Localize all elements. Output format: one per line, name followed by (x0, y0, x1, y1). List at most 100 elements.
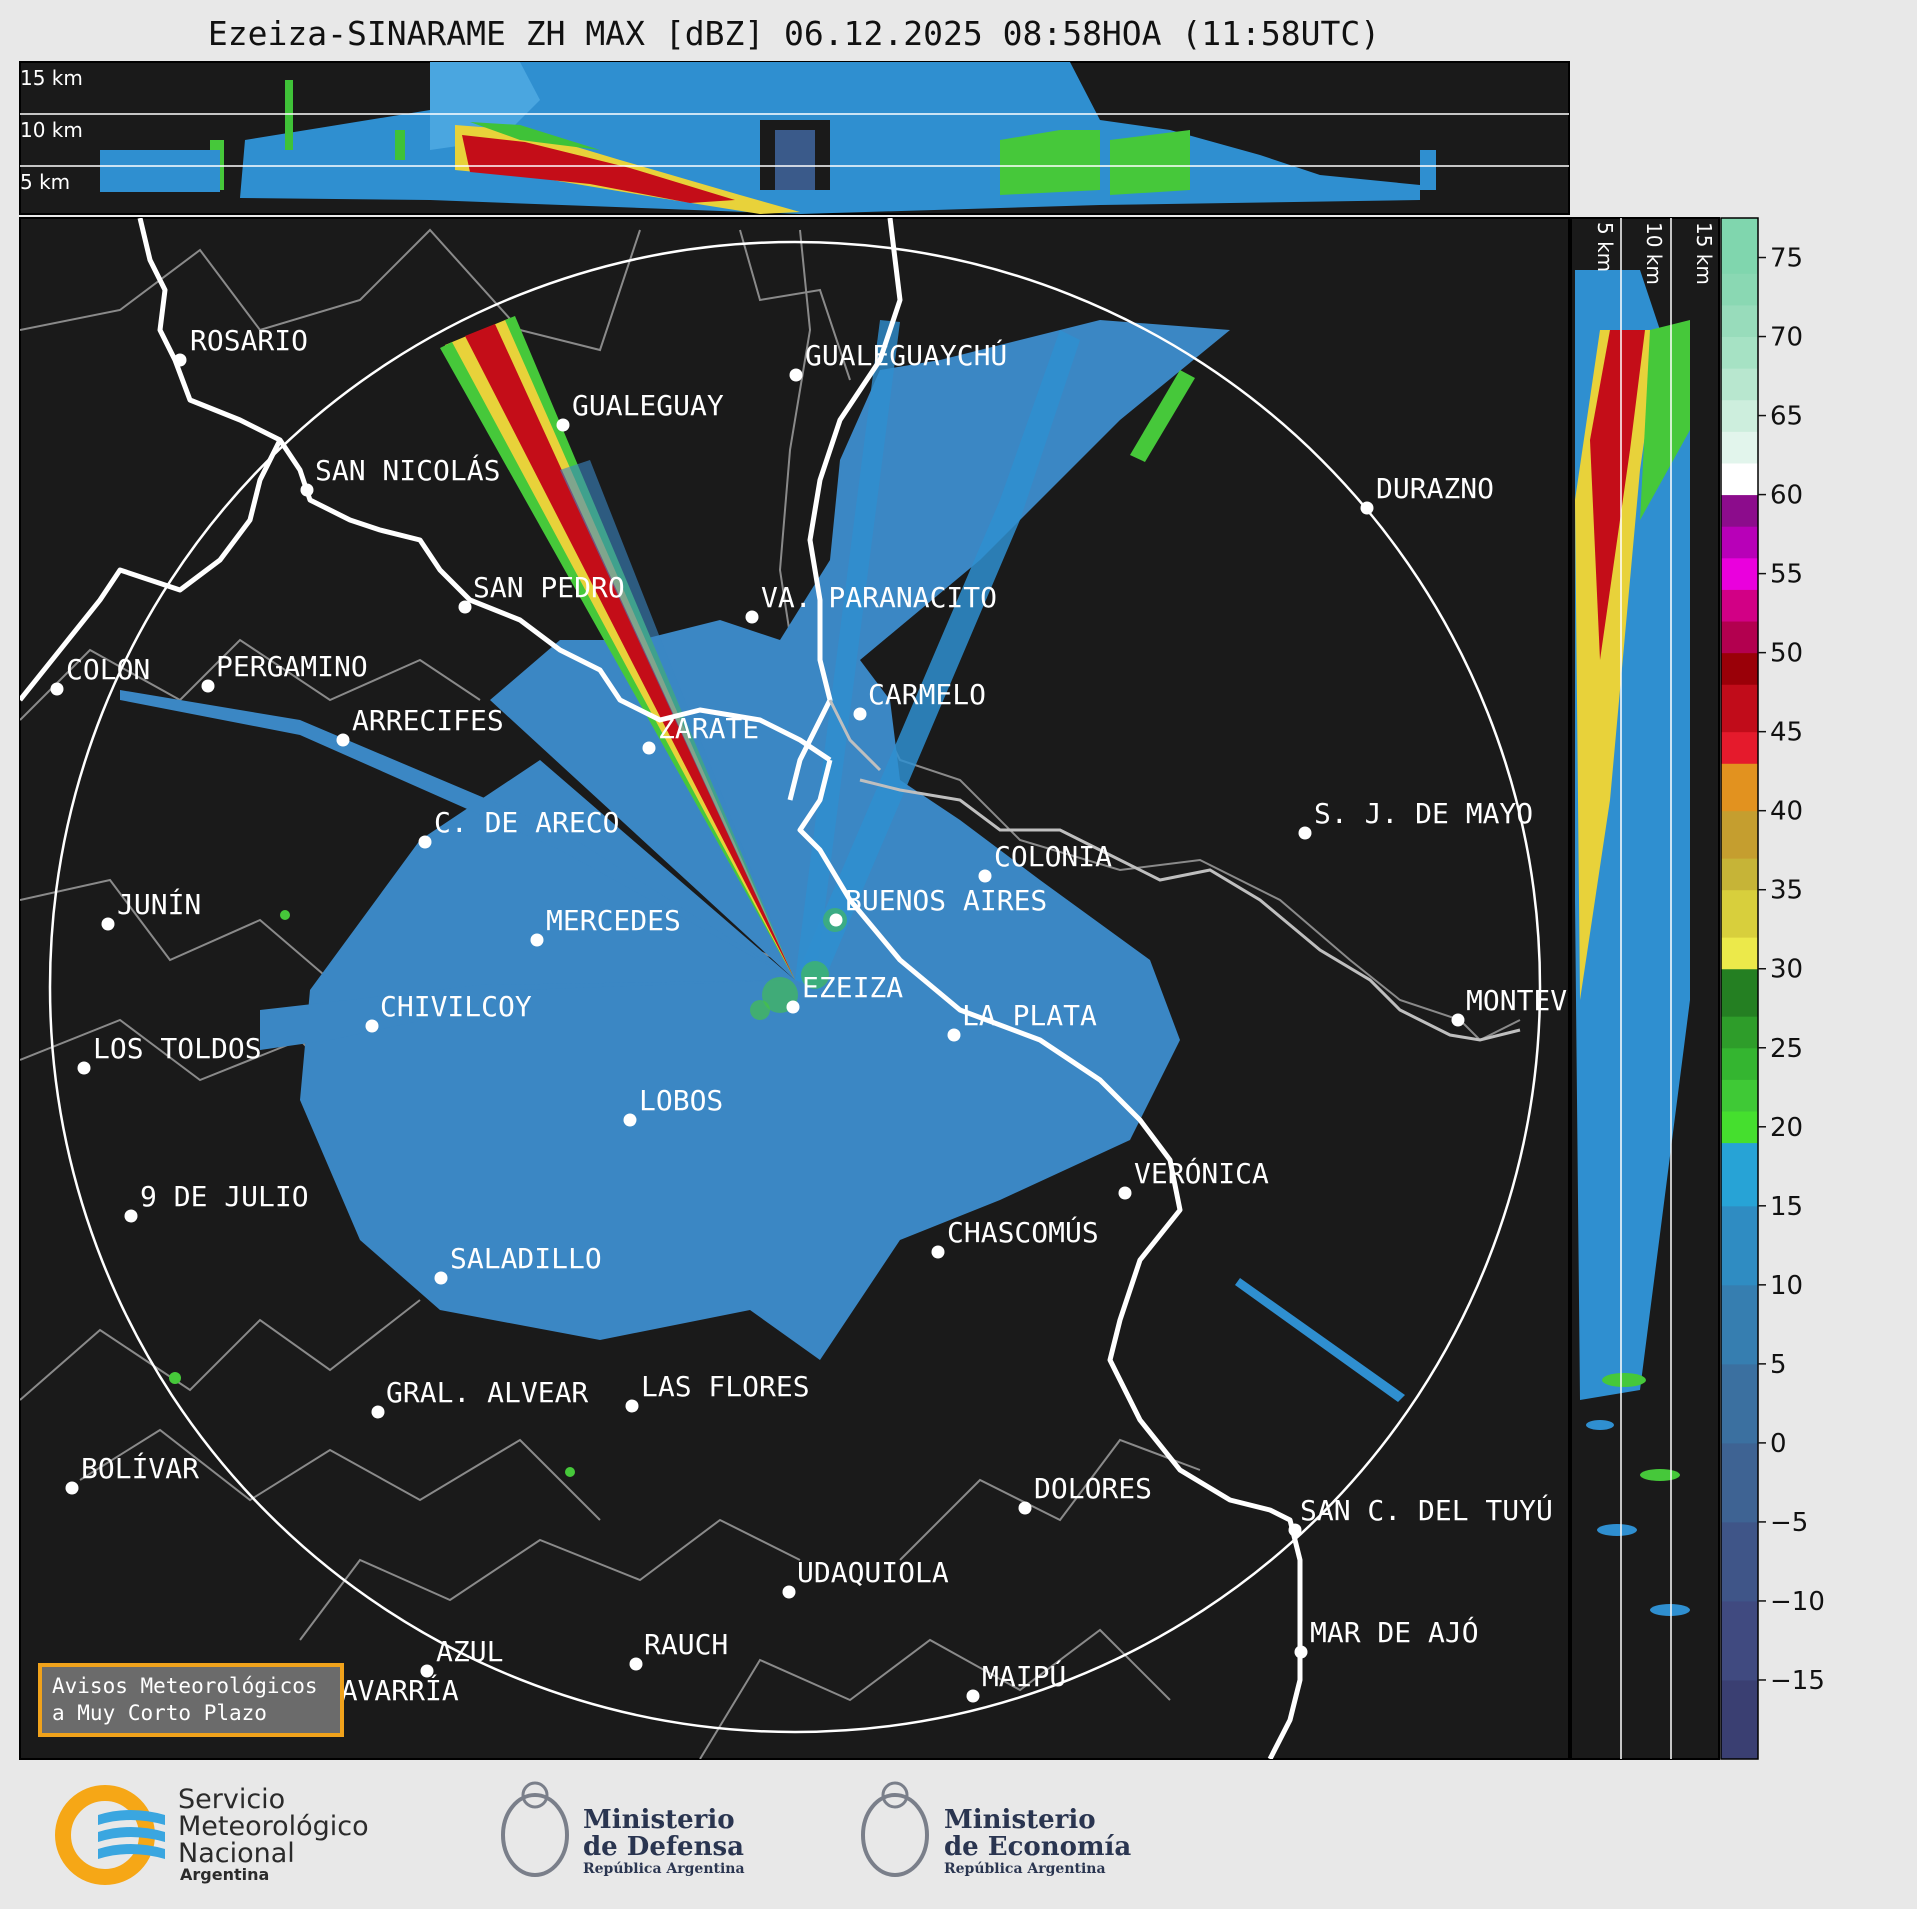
defensa-line1: Ministerio (583, 1805, 735, 1835)
city-label: VA. PARANACITO (761, 581, 997, 614)
economia-line1: Ministerio (944, 1805, 1096, 1835)
range-ring (48, 240, 1542, 1734)
colorbar-segment (1721, 336, 1758, 369)
figure-title: Ezeiza-SINARAME ZH MAX [dBZ] 06.12.2025 … (208, 14, 1380, 53)
defensa-line2: de Defensa (583, 1832, 744, 1862)
city-marker-icon (642, 741, 656, 755)
city-marker-icon (782, 1585, 796, 1599)
right-cross-section: 5 km 10 km 15 km (1570, 217, 1720, 1760)
footer-logos: Servicio Meteorológico Nacional Argentin… (55, 1781, 1131, 1885)
colorbar-segment (1721, 684, 1758, 733)
city-marker-icon (336, 733, 350, 747)
colorbar-segment (1721, 1079, 1758, 1112)
colorbar-tick-label: 0 (1770, 1429, 1787, 1459)
colorbar-segment (1721, 1047, 1758, 1080)
city-marker-icon (786, 1000, 800, 1014)
city-label: CHASCOMÚS (947, 1215, 1099, 1249)
alerts-notice-button[interactable]: Avisos Meteorológicos a Muy Corto Plazo (38, 1663, 344, 1737)
city-label: ARRECIFES (352, 704, 504, 737)
colorbar-tick-label: 25 (1770, 1034, 1803, 1064)
city-marker-icon (623, 1113, 637, 1127)
colorbar-segment (1721, 526, 1758, 559)
colorbar-frame (1720, 217, 1759, 1760)
city-label: COLONIA (994, 840, 1112, 873)
colorbar-segment (1721, 1363, 1758, 1444)
city-marker-icon (1018, 1501, 1032, 1515)
top-10km-label: 10 km (20, 118, 83, 142)
colorbar-segment (1721, 399, 1758, 432)
colorbar-tick-label: 75 (1770, 244, 1803, 274)
city-marker-icon (173, 353, 187, 367)
city-label: BOLÍVAR (81, 1451, 199, 1485)
city-marker-icon (201, 679, 215, 693)
right-15km-label: 15 km (1692, 222, 1716, 285)
city-label: SAN PEDRO (473, 571, 625, 604)
colorbar-segment (1721, 1205, 1758, 1286)
colorbar-segment (1721, 1679, 1758, 1760)
city-label: MONTEVIDEO (1466, 984, 1635, 1017)
city-label: GRAL. ALVEAR (386, 1376, 588, 1409)
city-marker-icon (420, 1664, 434, 1678)
colorbar-segment (1721, 1284, 1758, 1365)
city-marker-icon (365, 1019, 379, 1033)
city-marker-icon (556, 418, 570, 432)
city-marker-icon (1288, 1523, 1302, 1537)
colorbar-tick-label: 35 (1770, 876, 1803, 906)
economia-line2: de Economía (944, 1832, 1131, 1862)
city-label: VERÓNICA (1134, 1156, 1269, 1190)
coat-of-arms-icon (861, 1793, 929, 1877)
city-label: BUENOS AIRES (845, 884, 1047, 917)
notice-line1: Avisos Meteorológicos (52, 1674, 318, 1698)
colorbar-segment (1721, 937, 1758, 970)
city-marker-icon (625, 1399, 639, 1413)
city-marker-icon (458, 600, 472, 614)
city-marker-icon (1451, 1013, 1465, 1027)
radar-map: ROSARIO GUALEGUAYCHÚ GUALEGUAY SAN NICOLÁS D… (19, 217, 1635, 1760)
defensa-line3: República Argentina (583, 1861, 745, 1877)
coat-of-arms-icon (501, 1793, 569, 1877)
city-label: CHIVILCOY (380, 990, 532, 1023)
city-label: LOBOS (639, 1084, 723, 1117)
city-label: LA PLATA (962, 999, 1097, 1032)
city-marker-icon (124, 1209, 138, 1223)
city-marker-icon (1118, 1186, 1132, 1200)
city-label: PERGAMINO (216, 650, 368, 683)
colorbar-segment (1721, 368, 1758, 401)
smn-logo: Servicio Meteorológico Nacional Argentin… (55, 1784, 369, 1885)
city-label: EZEIZA (802, 971, 903, 1004)
city-marker-icon (77, 1061, 91, 1075)
city-label: DURAZNO (1376, 472, 1494, 505)
city-label: GUALEGUAY (572, 389, 724, 422)
city-marker-icon (371, 1405, 385, 1419)
colorbar-tick-label: 65 (1770, 402, 1803, 432)
colorbar-tick-label: −10 (1770, 1587, 1825, 1617)
city-marker-icon (629, 1657, 643, 1671)
economia-line3: República Argentina (944, 1861, 1106, 1877)
colorbar-segment (1721, 889, 1758, 938)
city-marker-icon (829, 913, 843, 927)
city-label: AZUL (436, 1635, 503, 1668)
city-marker-icon (789, 368, 803, 382)
city-label: DOLORES (1034, 1472, 1152, 1505)
colorbar-segment (1721, 589, 1758, 622)
right-5km-label: 5 km (1593, 222, 1617, 272)
city-marker-icon (1294, 1645, 1308, 1659)
city-label: LOS TOLDOS (93, 1032, 262, 1065)
notice-line2: a Muy Corto Plazo (52, 1701, 267, 1725)
city-marker-icon (101, 917, 115, 931)
city-label: MERCEDES (546, 904, 681, 937)
colorbar-tick-label: 60 (1770, 481, 1803, 511)
top-5km-label: 5 km (20, 170, 70, 194)
right-10km-label: 10 km (1642, 222, 1666, 285)
colorbar-segment (1721, 1110, 1758, 1144)
city-marker-icon (530, 933, 544, 947)
city-marker-icon (745, 610, 759, 624)
city-label: JUNÍN (117, 887, 201, 921)
top-cross-section: 15 km 10 km 5 km (19, 61, 1570, 215)
city-label: SALADILLO (450, 1242, 602, 1275)
city-label: SAN C. DEL TUYÚ (1300, 1493, 1553, 1527)
colorbar-tick-label: 10 (1770, 1271, 1803, 1301)
city-marker-icon (947, 1028, 961, 1042)
colorbar-segment (1721, 1142, 1758, 1207)
